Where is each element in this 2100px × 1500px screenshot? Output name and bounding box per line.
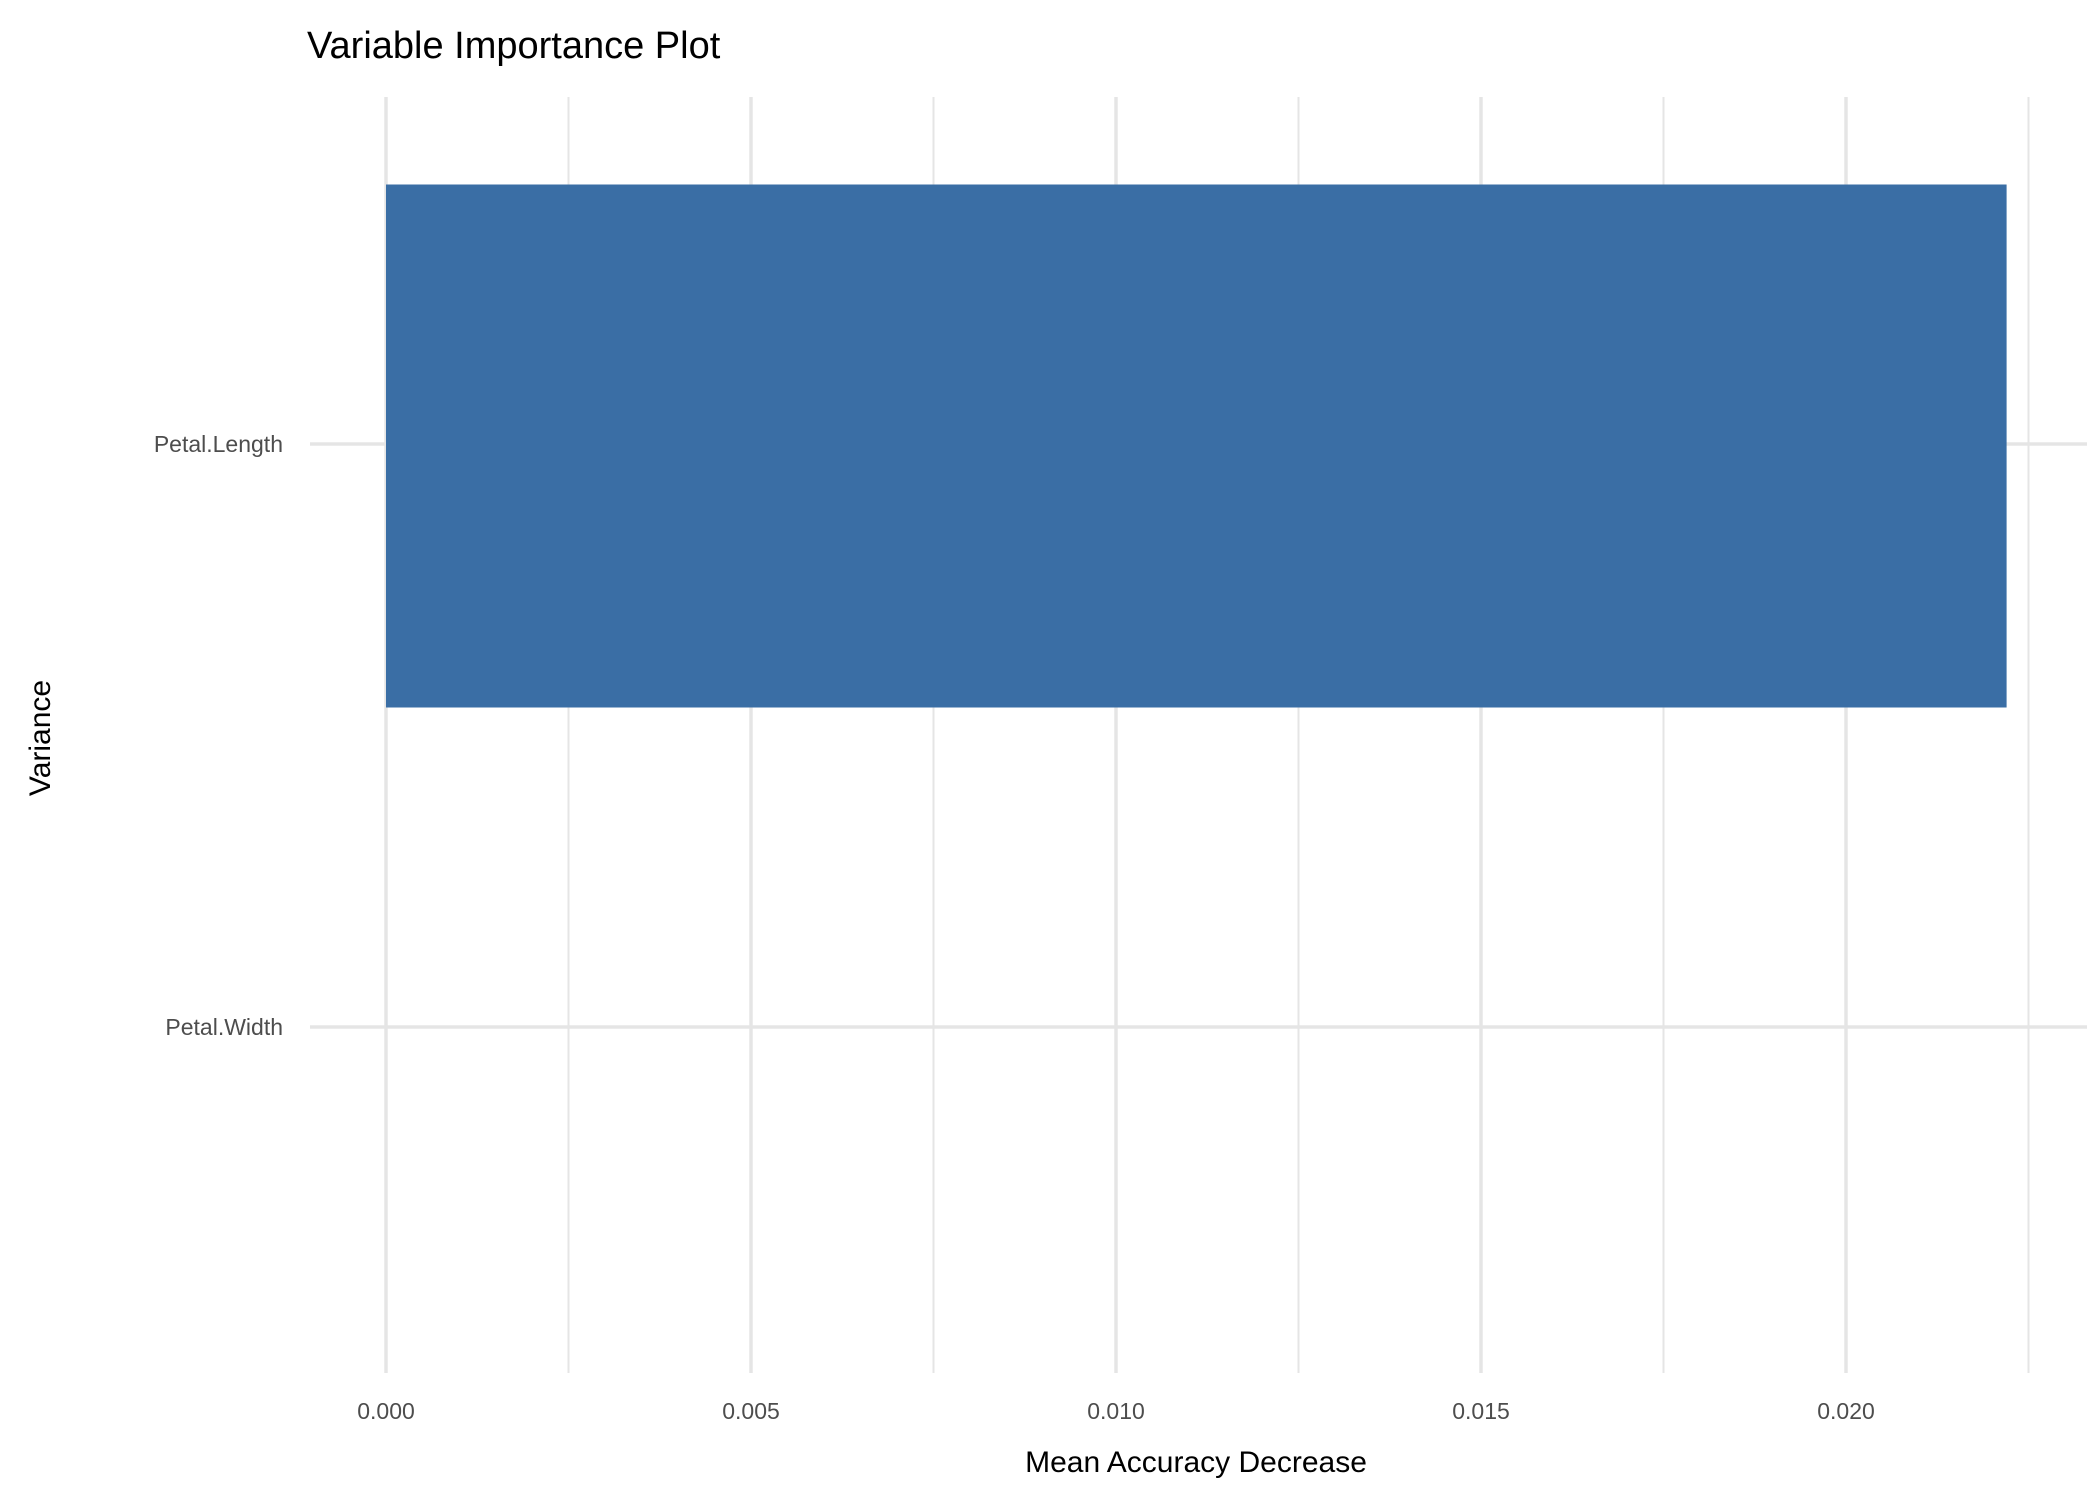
y-tick-label: Petal.Length — [154, 431, 283, 457]
x-axis-title: Mean Accuracy Decrease — [1025, 1446, 1367, 1479]
x-tick-label: 0.000 — [357, 1398, 415, 1424]
y-tick-label: Petal.Width — [165, 1014, 283, 1040]
y-tick-labels: Petal.Length Petal.Width — [154, 431, 283, 1040]
bar-petal-length — [386, 184, 2007, 708]
bars — [386, 184, 2007, 708]
x-tick-labels: 0.000 0.005 0.010 0.015 0.020 — [357, 1398, 1875, 1424]
y-axis-title: Variance — [24, 680, 57, 796]
x-tick-label: 0.010 — [1087, 1398, 1145, 1424]
x-tick-label: 0.005 — [722, 1398, 780, 1424]
x-tick-label: 0.020 — [1817, 1398, 1875, 1424]
chart-title: Variable Importance Plot — [307, 25, 721, 67]
x-tick-label: 0.015 — [1452, 1398, 1510, 1424]
